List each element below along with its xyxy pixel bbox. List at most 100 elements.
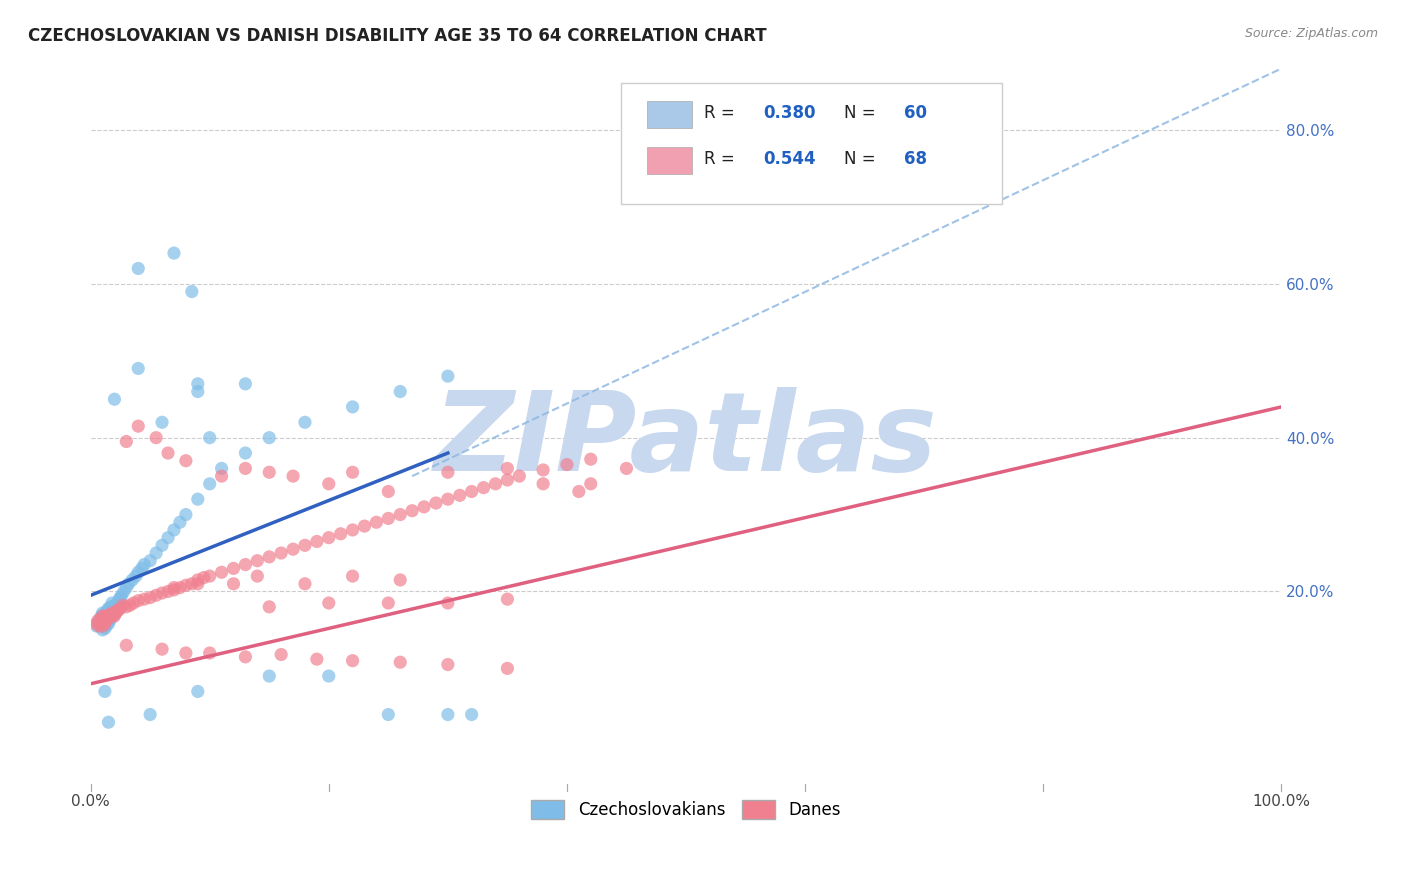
Point bbox=[98, 614, 121, 628]
Point bbox=[122, 596, 145, 610]
Point bbox=[235, 461, 257, 475]
Point bbox=[98, 607, 121, 622]
Point bbox=[579, 476, 602, 491]
Bar bbox=[647, 147, 692, 174]
Point bbox=[93, 616, 115, 631]
Point bbox=[187, 492, 209, 507]
Point bbox=[94, 616, 117, 631]
Point bbox=[100, 599, 122, 614]
Point bbox=[127, 566, 149, 580]
Point bbox=[87, 619, 110, 633]
Point bbox=[305, 652, 328, 666]
Point bbox=[145, 588, 167, 602]
Text: Source: ZipAtlas.com: Source: ZipAtlas.com bbox=[1244, 27, 1378, 40]
Point bbox=[257, 431, 280, 445]
Point bbox=[103, 607, 125, 622]
Point bbox=[437, 707, 460, 722]
Point bbox=[211, 461, 233, 475]
Point bbox=[377, 511, 399, 525]
Point bbox=[193, 571, 215, 585]
Point bbox=[449, 488, 471, 502]
Point bbox=[94, 684, 117, 698]
Point bbox=[115, 638, 138, 652]
Point bbox=[127, 261, 149, 276]
Point bbox=[198, 431, 221, 445]
Point bbox=[91, 619, 114, 633]
Point bbox=[127, 361, 149, 376]
Point bbox=[198, 646, 221, 660]
Point bbox=[112, 584, 135, 599]
Point bbox=[97, 601, 120, 615]
Point bbox=[377, 596, 399, 610]
Point bbox=[496, 461, 519, 475]
Point bbox=[91, 619, 114, 633]
Point bbox=[96, 615, 118, 630]
Point bbox=[342, 654, 364, 668]
Point bbox=[104, 606, 127, 620]
Point bbox=[94, 621, 117, 635]
Point bbox=[174, 454, 197, 468]
Point bbox=[91, 606, 114, 620]
Point bbox=[318, 531, 340, 545]
Point bbox=[246, 569, 269, 583]
Point bbox=[94, 609, 117, 624]
Point bbox=[90, 611, 112, 625]
Point bbox=[187, 573, 209, 587]
Point bbox=[187, 376, 209, 391]
Point bbox=[103, 607, 125, 622]
Point bbox=[86, 616, 108, 631]
Point bbox=[235, 446, 257, 460]
Point bbox=[389, 573, 412, 587]
Point bbox=[235, 558, 257, 572]
Point bbox=[484, 476, 506, 491]
Point bbox=[222, 576, 245, 591]
Point bbox=[180, 285, 202, 299]
Point bbox=[187, 576, 209, 591]
Point bbox=[134, 592, 156, 607]
Point bbox=[318, 476, 340, 491]
Text: N =: N = bbox=[845, 151, 882, 169]
Point bbox=[145, 431, 167, 445]
Point bbox=[460, 707, 482, 722]
Point bbox=[125, 569, 148, 583]
Point bbox=[460, 484, 482, 499]
Point bbox=[87, 615, 110, 630]
Point bbox=[377, 707, 399, 722]
Point bbox=[101, 596, 124, 610]
Point bbox=[257, 465, 280, 479]
Point bbox=[305, 534, 328, 549]
Point bbox=[87, 614, 110, 628]
Point bbox=[401, 504, 423, 518]
Point bbox=[96, 604, 118, 618]
Point bbox=[118, 576, 141, 591]
Point bbox=[174, 508, 197, 522]
Point bbox=[156, 584, 179, 599]
Point bbox=[91, 623, 114, 637]
Point bbox=[115, 581, 138, 595]
Point bbox=[90, 609, 112, 624]
Point bbox=[97, 611, 120, 625]
FancyBboxPatch shape bbox=[620, 83, 1001, 204]
Point bbox=[174, 646, 197, 660]
Text: R =: R = bbox=[704, 151, 740, 169]
Point bbox=[94, 619, 117, 633]
Point bbox=[97, 616, 120, 631]
Point bbox=[389, 508, 412, 522]
Point bbox=[91, 611, 114, 625]
Point bbox=[105, 604, 128, 618]
Point bbox=[163, 581, 186, 595]
Point bbox=[198, 476, 221, 491]
Point bbox=[163, 246, 186, 260]
Point bbox=[163, 523, 186, 537]
Point bbox=[107, 604, 129, 618]
Point bbox=[94, 606, 117, 620]
Point bbox=[89, 611, 111, 625]
Text: 68: 68 bbox=[904, 151, 927, 169]
Point bbox=[366, 515, 388, 529]
Point bbox=[100, 609, 122, 624]
Text: 0.544: 0.544 bbox=[763, 151, 815, 169]
Point bbox=[115, 599, 138, 614]
Point bbox=[104, 604, 127, 618]
Point bbox=[98, 601, 121, 615]
Point bbox=[257, 599, 280, 614]
